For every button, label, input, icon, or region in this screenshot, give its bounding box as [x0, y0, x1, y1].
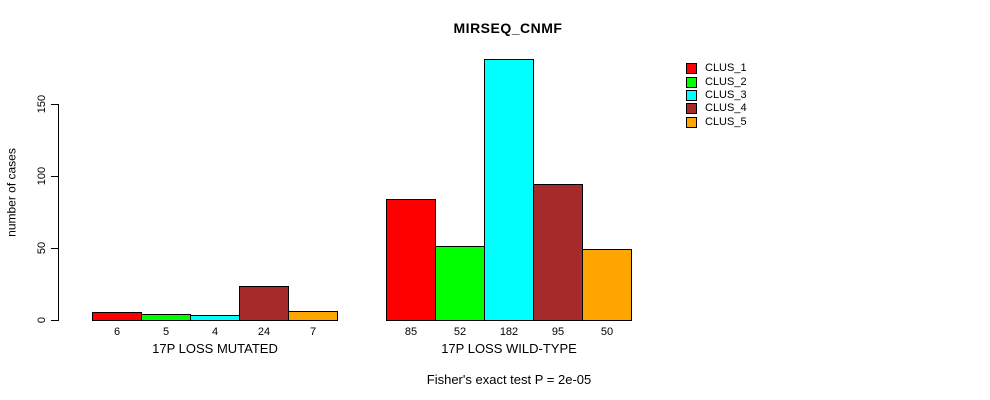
- bar-value-label: 24: [257, 326, 271, 338]
- bar-value-label: 7: [309, 326, 317, 338]
- bar-clus_3-group2: [484, 59, 534, 321]
- bar-clus_1-group1: [92, 312, 142, 321]
- legend-item-clus_2: CLUS_2: [686, 75, 747, 88]
- bar-clus_5-group1: [288, 311, 338, 321]
- bar-clus_1-group2: [386, 199, 436, 321]
- legend-swatch-icon: [686, 103, 697, 115]
- legend-item-clus_3: CLUS_3: [686, 89, 747, 102]
- legend-label: CLUS_5: [705, 115, 747, 128]
- y-axis-line: [58, 104, 59, 321]
- legend-item-clus_4: CLUS_4: [686, 102, 747, 115]
- bar-value-label: 50: [600, 326, 614, 338]
- bar-value-label: 95: [551, 326, 565, 338]
- bar-clus_3-group1: [190, 315, 240, 321]
- bar-clus_4-group1: [239, 286, 289, 321]
- bar-value-label: 182: [499, 326, 519, 338]
- bar-clus_5-group2: [582, 249, 632, 321]
- y-tick-label: 0: [36, 316, 48, 324]
- y-tick-mark: [51, 104, 58, 105]
- y-axis-title: number of cases: [4, 148, 19, 237]
- y-tick-mark: [51, 248, 58, 249]
- bar-value-label: 52: [453, 326, 467, 338]
- y-tick-label: 150: [36, 94, 48, 114]
- legend-label: CLUS_4: [705, 102, 747, 115]
- y-tick-label: 100: [36, 166, 48, 186]
- group-label: 17P LOSS WILD-TYPE: [441, 341, 577, 356]
- legend-swatch-icon: [686, 116, 697, 128]
- bar-value-label: 4: [211, 326, 219, 338]
- bar-clus_4-group2: [533, 184, 583, 321]
- bar-value-label: 6: [113, 326, 121, 338]
- footnote: Fisher's exact test P = 2e-05: [426, 372, 592, 387]
- bar-clus_2-group2: [435, 246, 485, 321]
- legend-label: CLUS_2: [705, 75, 747, 88]
- bar-value-label: 85: [404, 326, 418, 338]
- y-tick-mark: [51, 176, 58, 177]
- legend-item-clus_5: CLUS_5: [686, 116, 747, 129]
- legend-item-clus_1: CLUS_1: [686, 62, 747, 75]
- chart-title: MIRSEQ_CNMF: [453, 20, 563, 36]
- y-tick-mark: [51, 320, 58, 321]
- y-tick-label: 50: [36, 241, 48, 255]
- group-label: 17P LOSS MUTATED: [152, 341, 278, 356]
- legend: CLUS_1 CLUS_2 CLUS_3 CLUS_4 CLUS_5: [686, 62, 747, 129]
- legend-label: CLUS_3: [705, 88, 747, 101]
- bar-clus_2-group1: [141, 314, 191, 321]
- legend-swatch-icon: [686, 76, 697, 88]
- legend-label: CLUS_1: [705, 62, 747, 75]
- bar-value-label: 5: [162, 326, 170, 338]
- legend-swatch-icon: [686, 89, 697, 101]
- legend-swatch-icon: [686, 63, 697, 75]
